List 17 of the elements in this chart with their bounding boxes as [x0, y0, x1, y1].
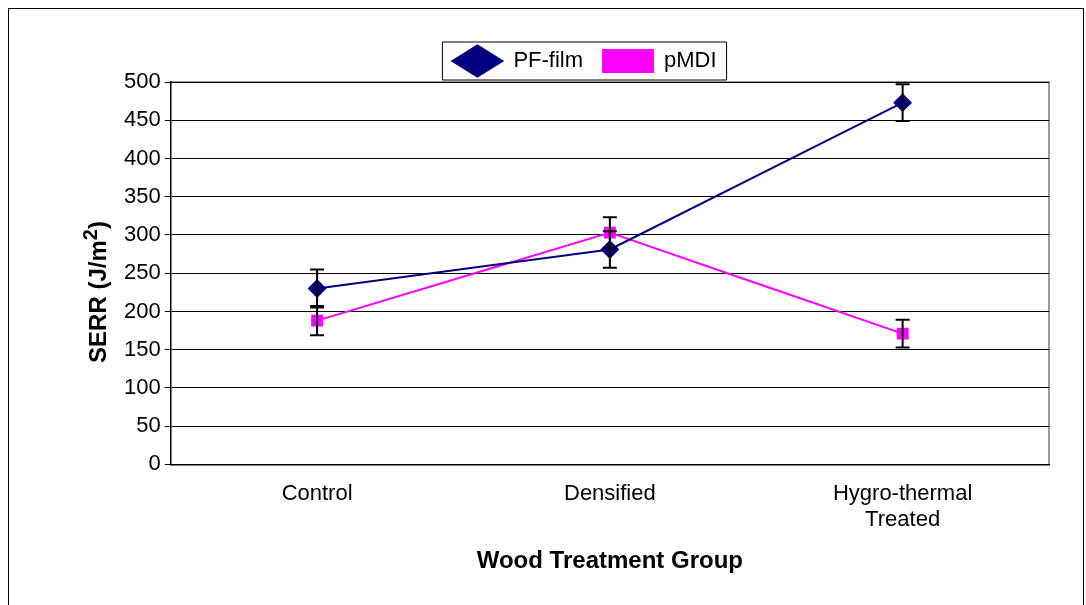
y-tick-label: 100	[123, 373, 161, 399]
y-tick-label: 350	[123, 182, 161, 208]
y-tick-label: 50	[136, 412, 161, 438]
x-axis-title: Wood Treatment Group	[476, 546, 743, 574]
y-tick-label: 450	[123, 106, 161, 132]
y-tick-label: 150	[123, 335, 161, 361]
y-tick-label: 300	[123, 221, 161, 247]
x-tick-label: Hygro-thermal Treated	[832, 479, 973, 532]
y-tick-label: 0	[148, 450, 161, 476]
y-tick-label: 250	[123, 259, 161, 285]
legend-label: pMDI	[664, 47, 717, 73]
y-tick-label: 500	[123, 68, 161, 94]
y-tick-label: 200	[123, 297, 161, 323]
y-tick-label: 400	[123, 144, 161, 170]
legend-label: PF-film	[513, 47, 584, 73]
x-tick-label: Control	[281, 479, 353, 505]
x-tick-label: Densified	[563, 479, 656, 505]
